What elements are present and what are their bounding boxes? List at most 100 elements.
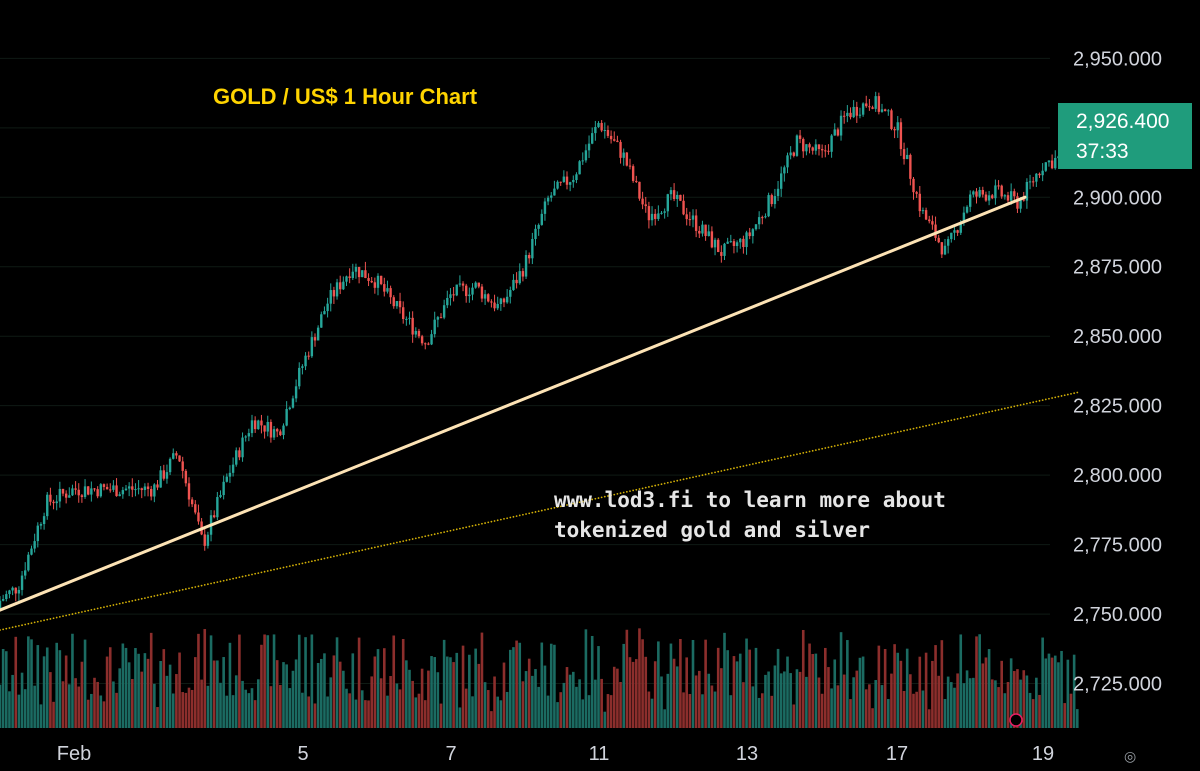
volume-bar <box>159 660 162 728</box>
sar-dot <box>118 602 121 605</box>
sar-dot <box>257 572 260 574</box>
volume-bar <box>770 695 774 728</box>
candle-body <box>279 431 282 436</box>
sar-dot <box>742 465 745 468</box>
sar-dot <box>985 411 987 414</box>
candle-body <box>613 139 616 141</box>
sar-dot <box>153 595 156 597</box>
candle-body <box>351 271 354 279</box>
volume-bar <box>304 637 307 728</box>
sar-dot <box>55 616 58 619</box>
sar-dot <box>339 554 342 556</box>
volume-bar <box>587 695 591 728</box>
volume-bar <box>950 682 953 728</box>
sar-dot <box>446 530 449 533</box>
candle-body <box>342 281 345 290</box>
candle-body <box>858 114 862 116</box>
volume-bar <box>682 692 685 728</box>
sar-dot <box>263 570 266 573</box>
sar-dot <box>651 485 653 488</box>
sar-dot <box>1076 391 1079 394</box>
volume-bar <box>1000 660 1003 728</box>
candle-body <box>745 232 748 248</box>
volume-bar <box>405 660 408 728</box>
candle-body <box>934 224 937 238</box>
candle-body <box>477 282 480 287</box>
candle-body <box>518 271 521 284</box>
volume-bar <box>153 683 156 728</box>
candle-body <box>109 489 112 491</box>
sar-dot <box>635 488 638 491</box>
candle-body <box>1044 162 1047 171</box>
volume-bar <box>231 695 235 728</box>
alert-icon[interactable] <box>1009 713 1023 727</box>
price-tick-label: 2,850.000 <box>1073 326 1162 348</box>
sar-dot <box>103 606 105 609</box>
candle-body <box>786 155 789 168</box>
volume-bar <box>219 682 222 728</box>
volume-bar <box>786 656 789 728</box>
candle-body <box>868 106 871 108</box>
candle-body <box>46 494 49 517</box>
sar-dot <box>972 414 975 417</box>
volume-bar <box>165 675 169 728</box>
sar-dot <box>707 472 710 475</box>
candle-body <box>685 214 688 220</box>
candle-body <box>543 201 547 214</box>
time-axis[interactable]: Feb 5 7 11 13 17 19 <box>57 743 1054 765</box>
volume-bar <box>556 702 559 728</box>
candle-body <box>143 486 147 491</box>
price-axis[interactable]: 2,950.0002,925.0002,900.0002,875.0002,85… <box>1073 48 1162 695</box>
sar-dot <box>361 549 364 552</box>
candle-body <box>591 133 594 144</box>
sar-dot <box>46 618 49 621</box>
sar-dot <box>251 573 253 576</box>
volume-bar <box>1006 682 1010 728</box>
candle-body <box>1050 160 1054 169</box>
candle-body <box>332 290 336 297</box>
sar-dot <box>301 562 304 565</box>
candle-body <box>953 230 956 233</box>
candle-body <box>1025 181 1029 201</box>
settings-icon[interactable]: ◎ <box>1124 749 1136 765</box>
candle-body <box>698 230 701 234</box>
sar-dot <box>213 581 216 584</box>
volume-bar <box>638 628 641 728</box>
volume-bar <box>742 682 745 728</box>
candle-body <box>688 219 692 221</box>
volume-bar <box>74 678 77 728</box>
candle-body <box>461 283 465 286</box>
volume-bar <box>729 695 733 728</box>
sar-dot <box>663 482 666 485</box>
candle-body <box>836 129 840 136</box>
sar-dot <box>411 538 414 540</box>
sar-dot <box>585 499 587 502</box>
candle-body <box>921 210 925 212</box>
sar-dot <box>481 522 483 525</box>
volume-bar <box>801 629 805 728</box>
sar-dot <box>629 490 631 493</box>
candle-body <box>17 589 21 594</box>
volume-bar <box>738 653 742 728</box>
candle-body <box>553 188 556 196</box>
sar-dot <box>912 427 915 430</box>
sar-dot <box>254 572 257 575</box>
candle-body <box>732 241 736 247</box>
sar-dot <box>443 531 446 534</box>
sar-dot <box>260 571 263 574</box>
sar-dot <box>288 565 291 568</box>
candle-body <box>940 242 944 255</box>
candle-body <box>798 135 802 139</box>
sar-dot <box>758 461 761 464</box>
candle-body <box>937 237 940 243</box>
candle-body <box>398 301 402 308</box>
sar-dot <box>922 425 924 428</box>
volume-bar <box>455 652 459 728</box>
sar-dot <box>726 468 729 471</box>
volume-bar <box>197 633 200 728</box>
parabolic-sar-dots <box>0 391 1079 631</box>
candle-body <box>830 135 833 152</box>
sar-dot <box>1038 399 1041 402</box>
candle-body <box>206 534 210 546</box>
candle-body <box>304 355 307 367</box>
